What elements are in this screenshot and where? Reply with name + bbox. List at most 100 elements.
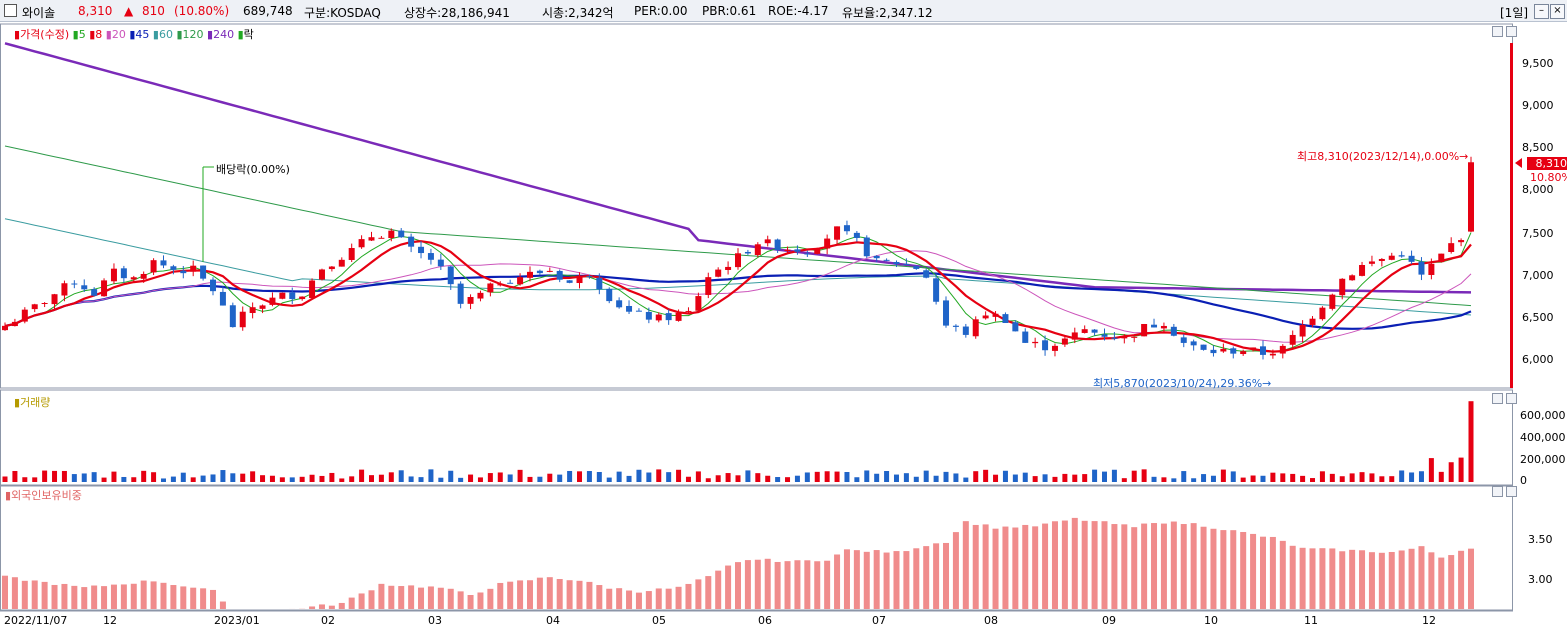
volume-panel-max-button[interactable] [1492, 393, 1503, 404]
volume-bar [52, 470, 58, 482]
volume-bar [1270, 472, 1276, 482]
foreign-bar [170, 585, 177, 609]
price-panel-frame [0, 23, 1513, 389]
foreign-bar [318, 604, 325, 609]
date-label: 09 [1102, 614, 1116, 627]
foreign-bar [91, 585, 98, 609]
volume-bar [1012, 474, 1018, 482]
foreign-panel-max-button[interactable] [1492, 486, 1503, 497]
candle-body [596, 277, 603, 290]
foreign-bar [358, 593, 365, 609]
foreign-bar [626, 590, 633, 609]
candle-body [685, 310, 692, 312]
candle-body [437, 259, 444, 267]
candle-body [1398, 255, 1405, 257]
volume-bar [2, 476, 8, 482]
volume-bar [1280, 473, 1286, 482]
stock-name: 와이솔 [22, 6, 56, 20]
foreign-bar [735, 562, 741, 609]
foreign-bar [1378, 552, 1385, 609]
volume-bar [329, 472, 335, 482]
volume-bar [111, 471, 117, 482]
foreign-bar [566, 580, 573, 609]
candle-body [378, 237, 385, 239]
candle-body [477, 292, 484, 299]
candle-body [259, 305, 266, 309]
volume-bar [933, 475, 939, 482]
select-checkbox[interactable] [4, 4, 17, 17]
foreign-bar [71, 585, 78, 609]
foreign-bar [913, 548, 920, 609]
candle-body [1210, 349, 1217, 354]
candle-body [41, 303, 48, 305]
foreign-bar [2, 575, 8, 609]
candle-body [1289, 334, 1296, 345]
volume-bar [1002, 470, 1008, 482]
foreign-bar [1388, 551, 1395, 609]
candle-body [1180, 337, 1187, 343]
volume-bar [953, 473, 959, 482]
volume-bar [735, 475, 741, 482]
foreign-bar [675, 586, 682, 609]
volume-bar [369, 475, 374, 482]
candle-body [91, 289, 98, 296]
volume-bar [1448, 462, 1454, 482]
volume-bar [200, 475, 206, 482]
volume-panel-close-button[interactable] [1506, 393, 1517, 404]
foreign-bar [1289, 545, 1296, 609]
current-price: 8,310 [78, 4, 113, 18]
foreign-bar [140, 580, 147, 609]
foreign-bar [1408, 548, 1415, 609]
foreign-bar [606, 588, 613, 609]
volume-bar [1151, 476, 1157, 482]
reserve-ratio: 유보율:2,347.12 [842, 6, 933, 20]
candle-body [764, 239, 771, 244]
foreign-bar [943, 542, 950, 609]
candle-body [210, 279, 217, 292]
price-panel-max-button[interactable] [1492, 26, 1503, 37]
candle-body [130, 277, 137, 280]
volume-bar [1191, 478, 1197, 482]
candle-body [388, 230, 395, 239]
volume-bar [1359, 472, 1365, 482]
foreign-panel-close-button[interactable] [1506, 486, 1517, 497]
minimize-icon[interactable]: – [1534, 4, 1549, 19]
candle-body [774, 239, 781, 251]
period-selector[interactable]: [1일] [1500, 6, 1529, 20]
volume-bar [101, 477, 107, 482]
price-panel-close-button[interactable] [1506, 26, 1517, 37]
candle-body [1269, 353, 1276, 356]
candle-body [933, 278, 940, 302]
foreign-bar [1111, 524, 1118, 609]
foreign-bar [110, 584, 117, 609]
candle-body [655, 314, 662, 321]
candle-body [943, 300, 950, 326]
current-price-tag: 8,310 [1527, 157, 1567, 170]
foreign-bar [616, 588, 623, 609]
volume-bar [893, 474, 899, 482]
volume-bar [1062, 473, 1068, 482]
close-icon[interactable]: × [1550, 4, 1565, 19]
volume-bar [309, 474, 315, 482]
candle-body [754, 244, 761, 256]
volume-bar [1161, 477, 1167, 482]
candle-body [1250, 347, 1257, 350]
foreign-bar [1180, 524, 1187, 609]
candle-body [170, 266, 177, 270]
volume-bar [1389, 476, 1395, 482]
foreign-bar [61, 583, 68, 609]
foreign-bar [1299, 547, 1306, 609]
date-label: 12 [1422, 614, 1436, 627]
foreign-bar [1190, 523, 1197, 609]
candle-body [1002, 314, 1009, 323]
volume-bar [695, 471, 701, 482]
volume-bar [1220, 469, 1226, 482]
market-cap: 시총:2,342억 [542, 6, 614, 20]
candle-body [229, 305, 236, 328]
candle-body [1111, 337, 1118, 339]
foreign-bar [1468, 548, 1474, 609]
candle-body [794, 249, 801, 252]
foreign-bar [873, 550, 880, 609]
volume-bar [81, 473, 87, 482]
